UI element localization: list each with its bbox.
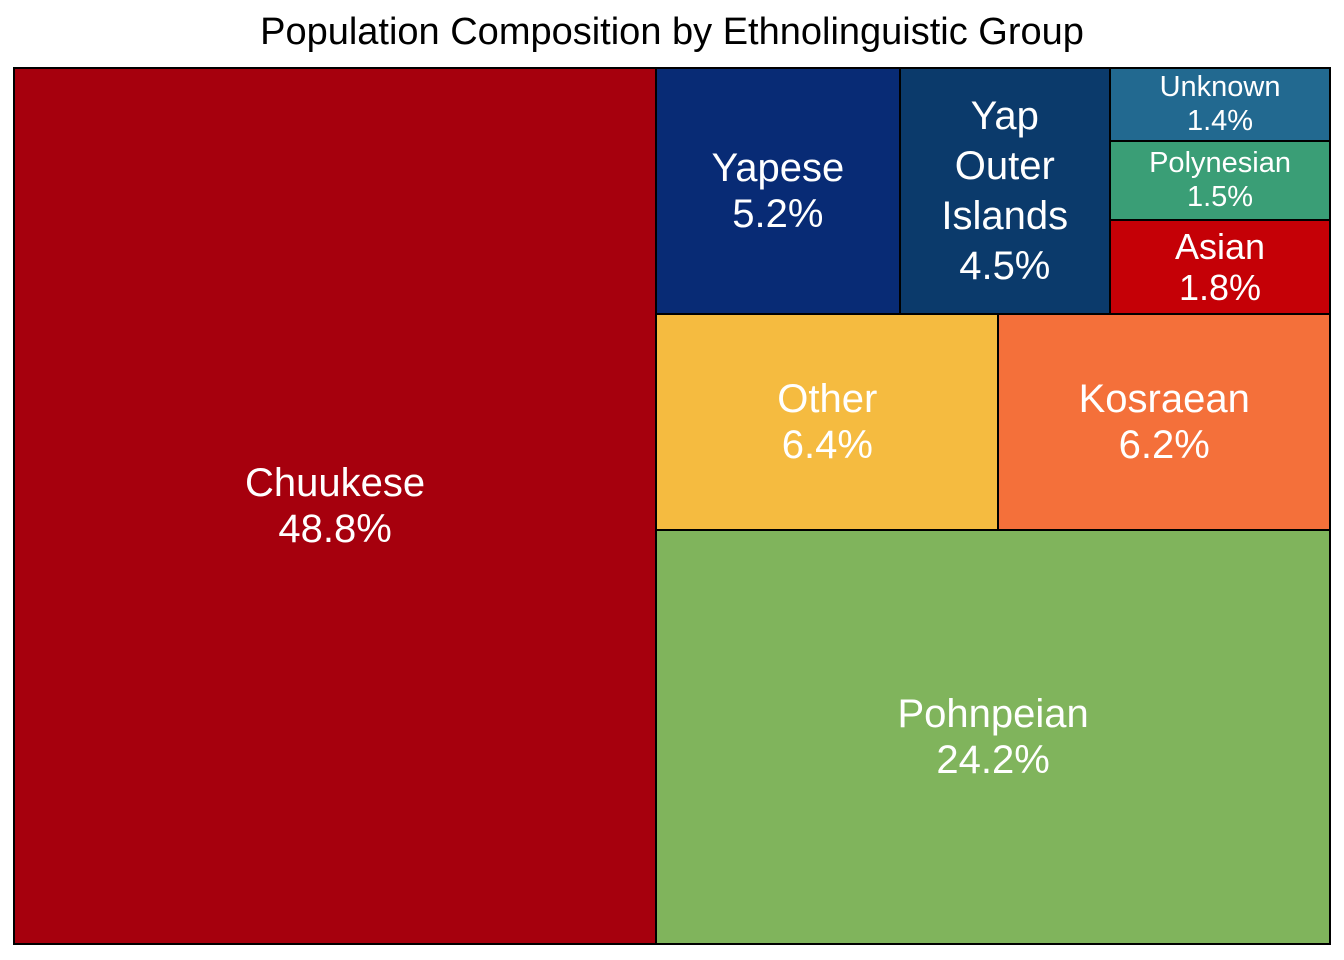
chart-title: Population Composition by Ethnolinguisti… [260, 11, 1084, 53]
tile-label: Unknown [1159, 71, 1281, 104]
treemap-tile-yapese: Yapese 5.2% [655, 67, 901, 316]
treemap-tile-asian: Asian 1.8% [1109, 219, 1331, 316]
treemap-tile-unknown: Unknown 1.4% [1109, 67, 1331, 143]
treemap-tile-other: Other 6.4% [655, 313, 1000, 531]
tile-value: 5.2% [732, 192, 824, 237]
tile-label: Yap Outer Islands [941, 94, 1069, 239]
tile-value: 1.8% [1179, 267, 1262, 309]
tile-label: Polynesian [1149, 147, 1291, 180]
tile-label: Pohnpeian [897, 691, 1089, 736]
tile-value: 1.5% [1186, 180, 1254, 213]
tile-label: Kosraean [1078, 377, 1250, 422]
tile-value: 1.4% [1186, 104, 1254, 137]
treemap-tile-kosraean: Kosraean 6.2% [997, 313, 1331, 531]
treemap-plot: Chuukese 48.8% Pohnpeian 24.2% Other 6.4% Kosr… [13, 67, 1331, 945]
tile-value: 6.2% [1118, 423, 1210, 468]
treemap-tile-polynesian: Polynesian 1.5% [1109, 140, 1331, 221]
tile-label: Other [777, 377, 878, 422]
tile-value: 4.5% [959, 244, 1051, 289]
tile-value: 6.4% [781, 423, 873, 468]
tile-label: Asian [1175, 225, 1266, 267]
tile-label: Yapese [711, 146, 845, 191]
treemap-tile-pohnpeian: Pohnpeian 24.2% [655, 528, 1331, 945]
treemap-tile-yap-outer-islands: Yap Outer Islands 4.5% [898, 67, 1112, 316]
treemap-tile-chuukese: Chuukese 48.8% [13, 67, 658, 945]
tile-label: Chuukese [245, 461, 426, 505]
tile-value: 48.8% [278, 507, 392, 551]
tile-value: 24.2% [936, 737, 1050, 782]
